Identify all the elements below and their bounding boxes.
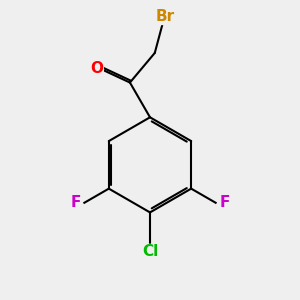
Text: F: F [219,195,230,210]
Text: Cl: Cl [142,244,158,260]
Text: Br: Br [155,9,174,24]
Text: O: O [90,61,103,76]
Text: F: F [70,195,81,210]
